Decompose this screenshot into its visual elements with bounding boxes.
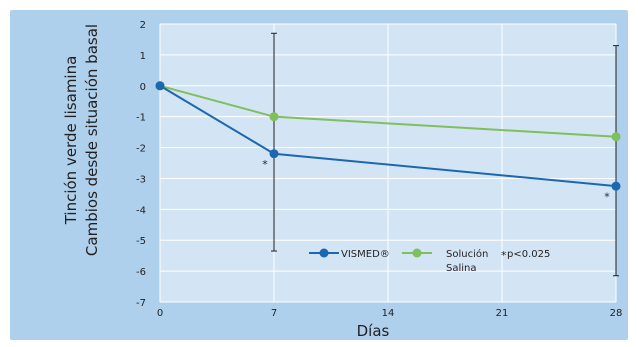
data-point-vismed [155,81,165,91]
data-point-vismed [611,181,621,191]
error-bars [271,32,619,277]
tick-labels: 210-1-2-3-4-5-6-70 7 14 21 28 [136,20,622,319]
y-tick-label: 1 [140,51,146,62]
significance-marker: * [604,190,610,203]
grid-lines [159,23,617,303]
x-tick-label: 28 [610,308,623,319]
legend-label-vismed: VISMED® [341,249,390,260]
y-axis-title-line-1: Tinción verde lisamina [62,56,80,226]
y-tick-label: 2 [140,20,146,31]
series-lines [155,81,621,191]
data-point-solucion-salina [269,112,279,122]
significance-marker: * [262,158,268,171]
x-tick-label: 14 [382,308,395,319]
y-tick-label: 0 [140,82,146,93]
data-point-solucion-salina [611,132,621,142]
legend-label-solucion-salina: Solución Salina [446,248,492,274]
y-tick-label: -5 [136,236,146,247]
legend: VISMED® Solución Salina * p<0.025 [309,248,550,274]
footnote-star: * [501,249,507,262]
legend-footnote: * p<0.025 [501,249,550,262]
x-tick-label: 21 [496,308,509,319]
y-tick-label: -1 [136,113,146,124]
legend-swatch-marker-solucion-salina [412,248,422,258]
y-tick-label: -4 [136,205,146,216]
y-axis-title-line-2: Cambios desde situación basal [83,24,101,256]
y-tick-label: -3 [136,174,146,185]
annotations: ** [262,158,610,203]
x-tick-label: 0 [157,308,163,319]
legend-entry-vismed: VISMED® [309,248,390,260]
y-tick-label: -7 [136,298,146,309]
legend-swatch-marker-vismed [319,248,329,258]
legend-entry-solucion-salina: Solución Salina [402,248,492,274]
footnote-p-value: p<0.025 [507,249,550,260]
x-tick-label: 7 [271,308,277,319]
y-tick-label: -6 [136,267,146,278]
data-point-vismed [269,149,279,159]
x-axis-title: Días [357,322,390,340]
y-tick-label: -2 [136,144,146,155]
